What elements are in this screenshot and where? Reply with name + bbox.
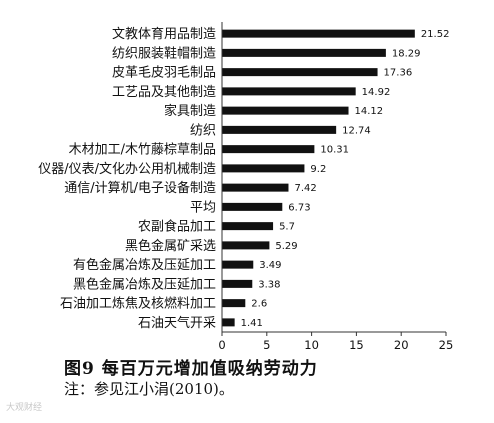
bar	[222, 145, 315, 154]
category-label: 有色金属冶炼及压延加工	[73, 257, 216, 273]
category-label: 木材加工/木竹藤棕草制品	[69, 143, 216, 158]
data-label: 14.12	[355, 106, 384, 117]
data-label: 10.31	[320, 145, 349, 156]
category-label: 家具制造	[164, 103, 216, 119]
data-label: 12.74	[342, 125, 371, 136]
x-tick-label: 25	[439, 338, 454, 352]
category-labels: 文教体育用品制造纺织服装鞋帽制造皮革毛皮羽毛制品工艺品及其他制造家具制造纺织木材…	[38, 26, 216, 331]
data-label: 18.29	[392, 48, 421, 59]
data-label: 7.42	[294, 183, 316, 194]
x-tick-label: 10	[304, 338, 319, 352]
bar	[222, 68, 378, 77]
category-label: 石油加工炼焦及核燃料加工	[60, 296, 216, 312]
category-label: 石油天气开采	[138, 315, 216, 331]
category-label: 皮革毛皮羽毛制品	[112, 66, 216, 81]
x-tick-label: 20	[394, 338, 409, 352]
bar	[222, 222, 274, 231]
bar	[222, 318, 235, 327]
data-label: 6.73	[288, 202, 310, 213]
category-label: 文教体育用品制造	[112, 26, 216, 42]
data-label: 14.92	[362, 87, 391, 98]
category-label: 平均	[190, 200, 216, 215]
bar	[222, 164, 305, 173]
bar	[222, 48, 386, 57]
data-label: 9.2	[310, 164, 326, 175]
bar	[222, 87, 356, 96]
bar	[222, 241, 270, 250]
figure-note: 注：参见江小涓(2010)。	[64, 380, 234, 398]
bars-group	[222, 29, 415, 327]
category-label: 纺织	[190, 123, 216, 138]
data-label: 17.36	[384, 68, 413, 79]
watermark: 大观财经	[6, 403, 43, 413]
bar	[222, 183, 289, 192]
data-label: 5.29	[275, 241, 297, 252]
category-label: 仪器/仪表/文化办公用机械制造	[38, 162, 216, 177]
x-tick-label: 15	[349, 338, 364, 352]
category-label: 黑色金属冶炼及压延加工	[73, 276, 216, 292]
x-axis: 0 5 10 15 20 25	[218, 22, 453, 352]
category-label: 黑色金属矿采选	[125, 238, 216, 254]
data-label: 5.7	[279, 222, 295, 233]
data-label: 2.6	[251, 299, 267, 310]
bar	[222, 202, 283, 211]
bar	[222, 125, 337, 134]
x-tick-label: 0	[218, 338, 225, 352]
bar	[222, 29, 415, 38]
x-tick-label: 5	[263, 338, 270, 352]
bar	[222, 299, 246, 308]
bar	[222, 279, 253, 288]
category-label: 通信/计算机/电子设备制造	[64, 180, 216, 196]
data-label: 3.38	[258, 279, 280, 290]
data-label: 21.52	[421, 29, 450, 40]
category-label: 工艺品及其他制造	[112, 85, 216, 100]
bar	[222, 106, 349, 115]
category-label: 纺织服装鞋帽制造	[112, 45, 216, 61]
data-label: 3.49	[259, 260, 281, 271]
category-label: 农副食品加工	[138, 219, 216, 235]
bar	[222, 260, 254, 269]
figure-caption: 图9 每百万元增加值吸纳劳动力	[64, 359, 318, 379]
data-label: 1.41	[241, 318, 263, 329]
